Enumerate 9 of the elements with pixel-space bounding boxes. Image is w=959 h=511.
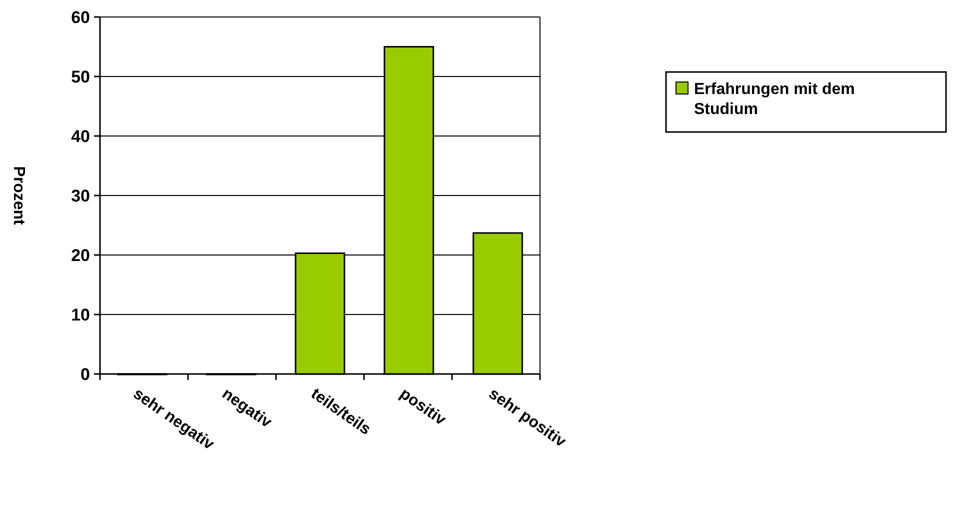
y-tick-label: 60	[71, 8, 90, 27]
y-axis-title: Prozent	[10, 166, 27, 226]
y-tick-label: 20	[71, 246, 90, 265]
y-tick-label: 50	[71, 67, 90, 86]
y-tick-label: 0	[80, 364, 90, 384]
y-tick-label: 30	[71, 186, 90, 206]
legend-label: Erfahrungen mit dem Studium	[694, 81, 855, 118]
y-tick-label: 40	[71, 126, 90, 146]
y-tick-label: 10	[71, 305, 90, 324]
